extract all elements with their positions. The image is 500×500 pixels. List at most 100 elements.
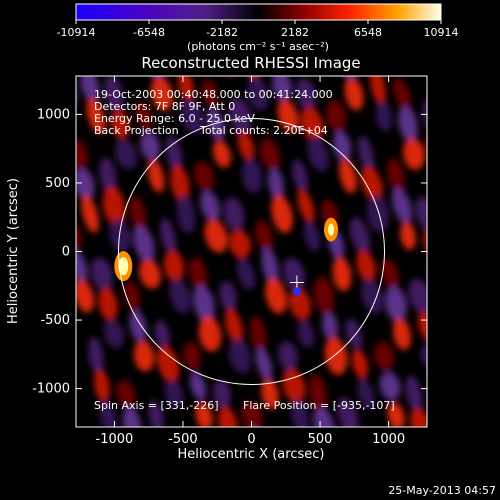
fringe-blob [451,138,473,170]
x-tick-label: 0 [247,432,255,447]
fringe-blob [357,378,375,410]
fringe-blob [99,399,117,427]
fringe-blob [259,138,281,170]
y-axis-ticks: -1000 -500 0 500 1000 [32,107,427,397]
fringe-blob [94,369,110,403]
fringe-blob [268,167,284,201]
y-tick-label: -1000 [32,382,70,397]
fringe-blob [415,196,427,232]
fringe-blob [102,186,126,226]
fringe-blob [219,281,237,311]
fringe-blob [76,221,82,251]
fringe-blob [207,107,225,141]
x-tick-label: 1000 [372,432,405,447]
chart-title: Reconstructed RHESSI Image [141,54,360,72]
fringe-blob [339,158,357,194]
flare-source-core [118,257,129,276]
fringe-blob [425,255,451,293]
fringe-blob [261,246,279,286]
fringe-blob [324,337,348,375]
fringe-blob [433,397,456,434]
fringe-blob [337,397,359,427]
fringe-blob [129,309,147,343]
fringe-blob [462,195,485,233]
fringe-blob [204,219,228,253]
fringe-blob [200,190,220,222]
fringe-blob [495,375,500,414]
fringe-blob [341,427,367,466]
y-tick-label: 500 [45,176,70,191]
colorbar-tick-label: 6548 [354,26,382,39]
fringe-blob [261,378,279,410]
fringe-blob [169,278,191,314]
fringe-blob [313,407,335,427]
colorbar-tick-label: -10914 [57,26,96,39]
fringe-blob [477,282,500,325]
annotation-spin-axis: Spin Axis = [331,-226] [94,399,219,412]
annotation-time: 19-Oct-2003 00:40:48.000 to 00:41:24.000 [94,88,333,101]
colorbar-unit-label: (photons cm⁻² s⁻¹ asec⁻²) [187,40,329,53]
y-tick-label: -500 [40,313,70,328]
fringe-blob [76,168,95,200]
y-tick-label: 0 [62,245,70,260]
fringe-blob [418,311,427,341]
fringe-blob [387,402,405,427]
annotation-method: Back Projection [94,124,179,137]
fringe-blob [434,312,465,355]
fringe-blob [288,288,312,320]
x-tick-label: 500 [308,432,333,447]
fringe-blob [178,76,194,102]
fringe-blob [360,38,383,75]
fringe-blob [133,225,155,263]
fringe-blob [80,76,100,103]
fringe-blob [202,79,218,109]
fringe-blob [400,222,416,250]
fringe-blob [255,347,273,381]
fringe-blob [465,334,496,378]
fringe-blob [282,368,306,404]
fringe-blob [457,168,480,200]
fringe-blob [165,134,183,174]
fringe-blob [218,406,238,427]
fringe-blob [193,284,215,324]
fringe-blob [121,39,142,73]
fringe-blob [444,345,468,384]
fringe-blob [392,187,412,225]
fringe-blob [223,197,245,231]
fringe-blob [398,106,418,142]
fringe-blob [313,276,335,316]
fringe-blob [375,100,393,132]
fringe-blob [444,219,468,253]
fringe-blob [86,98,106,134]
fringe-blob [432,47,456,80]
fringe-blob [474,258,498,290]
fringe-blob [291,398,309,427]
fringe-blob [176,194,196,234]
fringe-blob [349,217,371,255]
fringe-blob [140,131,160,161]
fringe-blob [76,248,88,284]
fringe-blob [361,165,383,203]
fringe-blob [373,341,395,371]
fringe-blob [439,429,461,463]
fringe-blob [241,158,263,194]
fringe-blob [271,194,293,234]
fringe-blob [163,250,185,282]
fringe-blob [116,379,136,409]
fringe-blob [103,319,125,349]
fringe-blob [76,138,88,170]
fringe-blob [322,312,338,340]
fringe-blob [300,106,324,142]
fringe-blob [124,280,140,312]
x-tick-label: -500 [168,432,198,447]
fringe-blob [129,196,147,232]
fringe-blob [237,131,255,161]
fringe-blob [278,341,298,371]
fringe-blob [159,217,177,255]
fringe-blob [297,188,315,224]
fringe-blob [229,229,251,259]
fringe-blob [22,37,49,75]
fringe-blob [431,157,456,195]
negative-source [292,287,301,296]
fringe-blob [277,99,299,133]
